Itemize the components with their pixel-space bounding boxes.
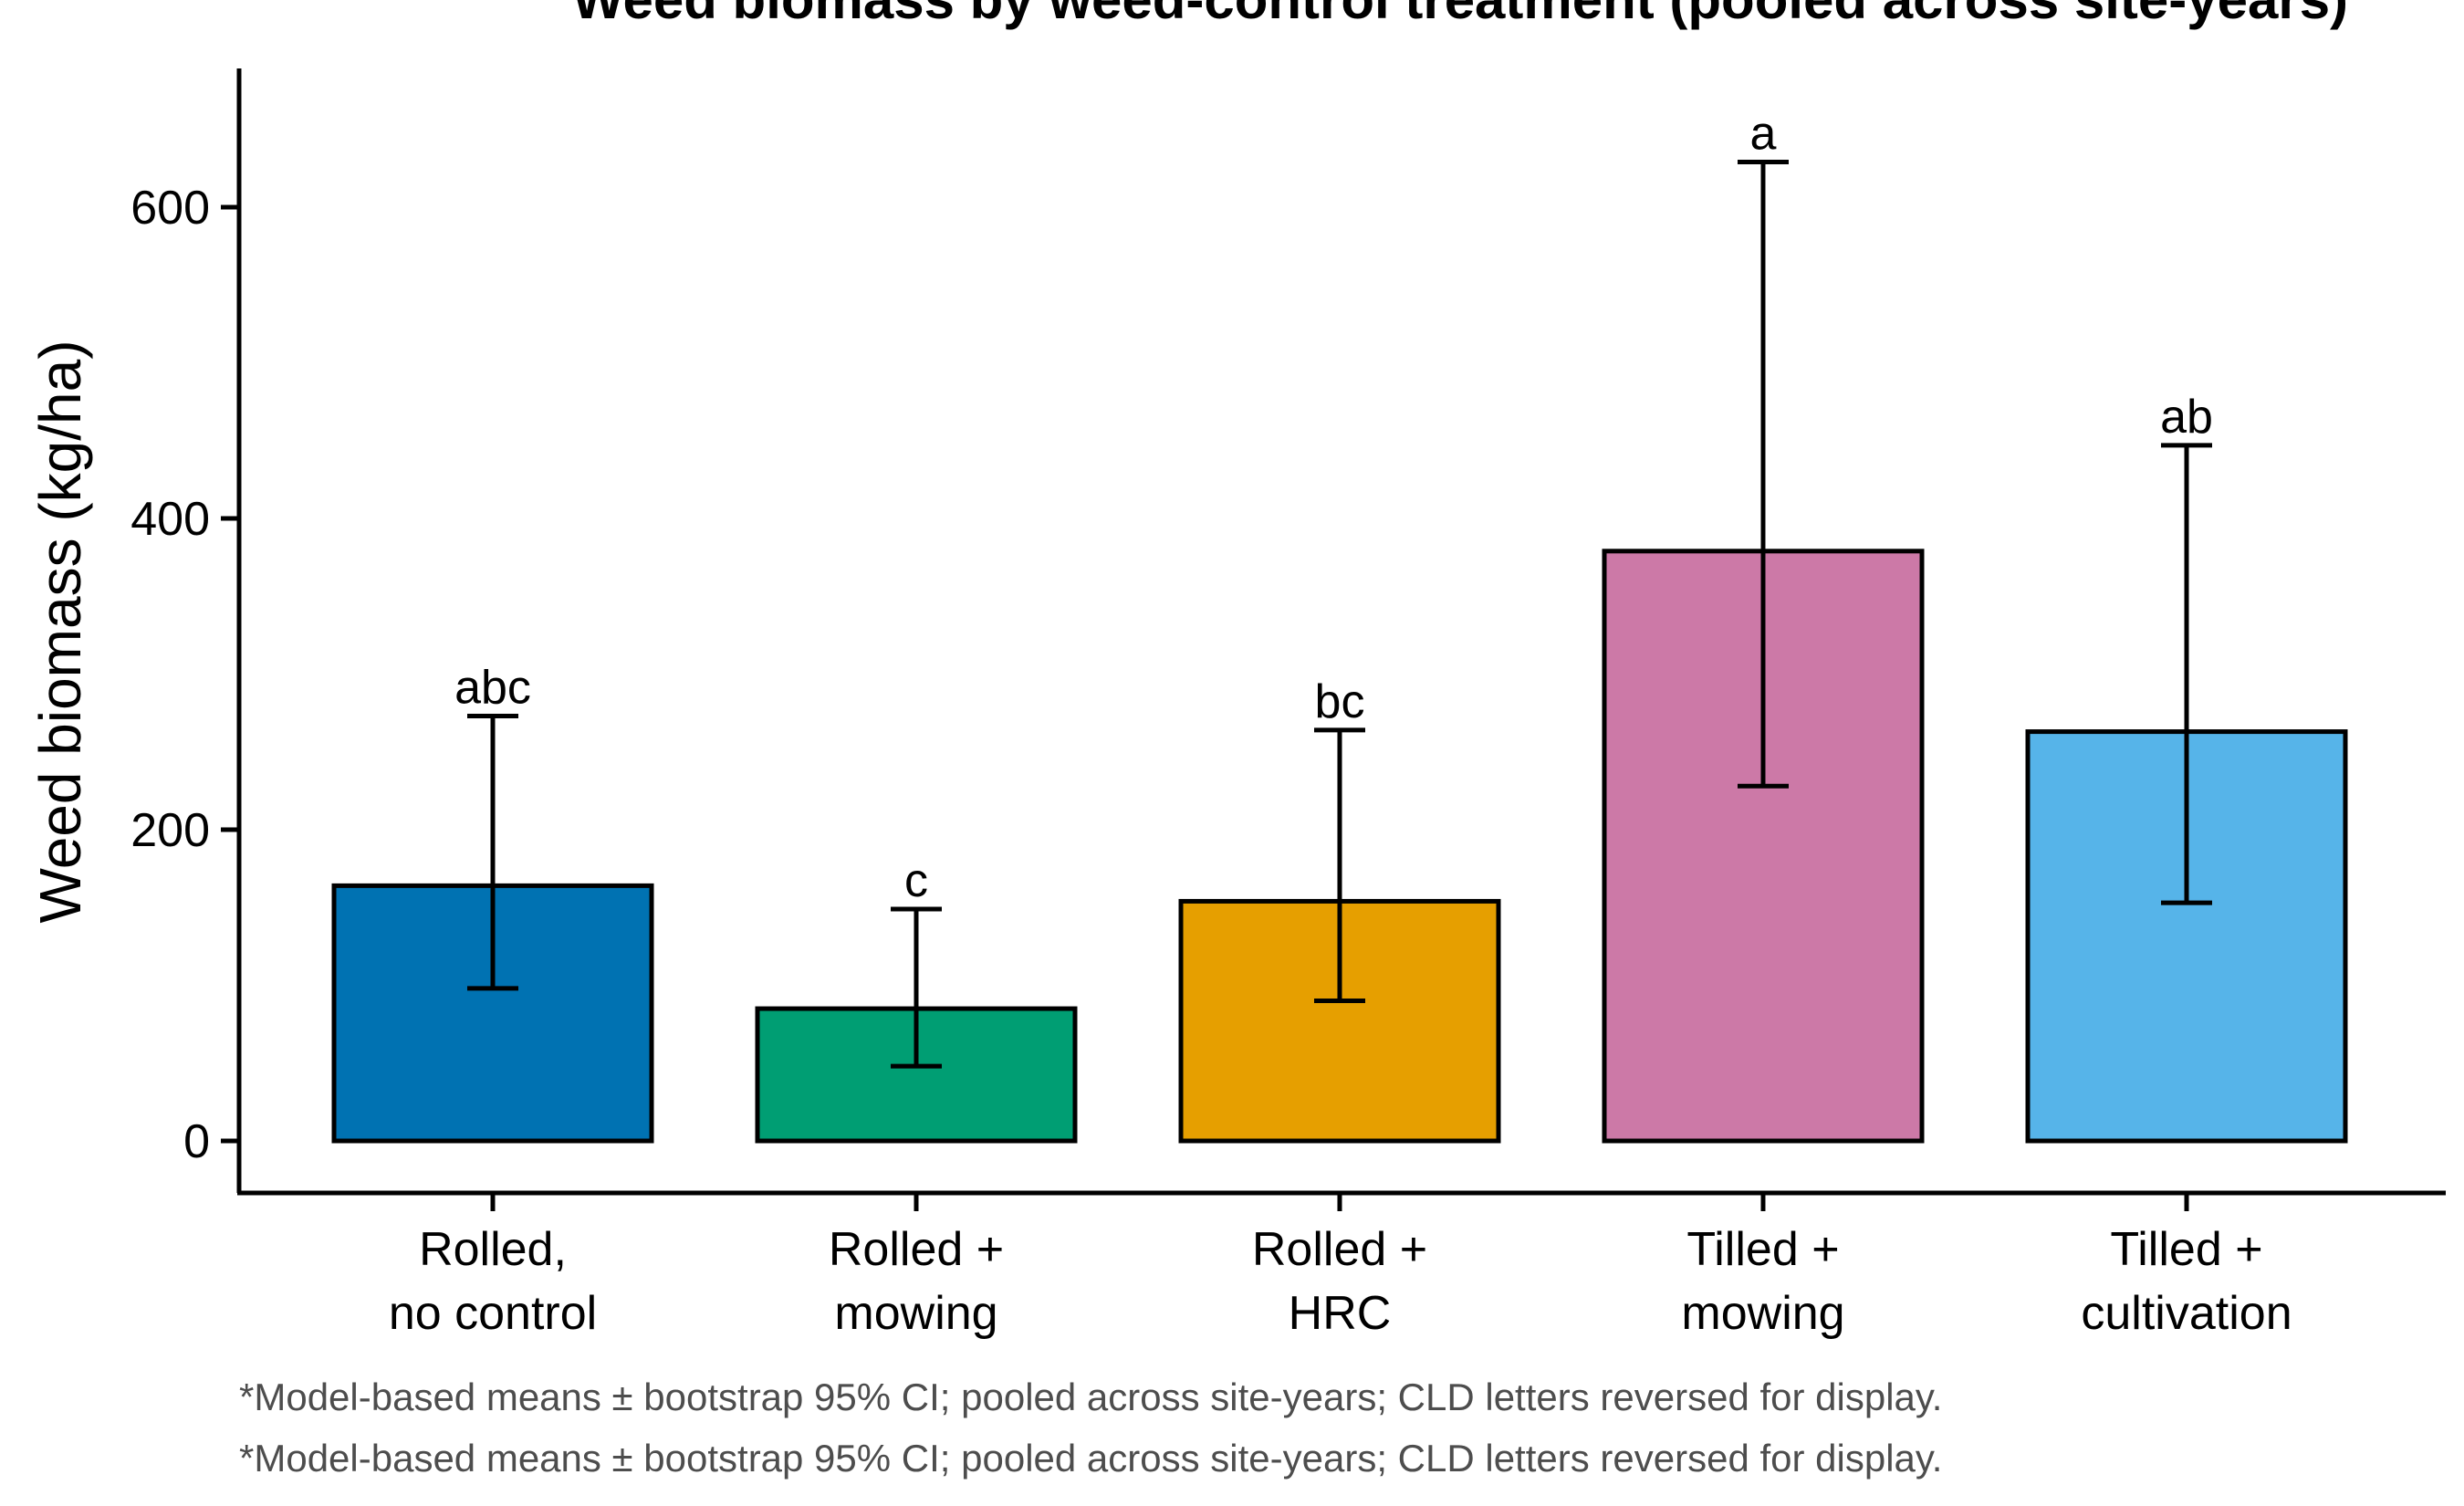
y-axis-label: Weed biomass (kg/ha)	[27, 340, 93, 923]
cld-letter-2: bc	[1315, 675, 1365, 728]
y-ticks-layer: 0 200 400 600	[131, 182, 239, 1168]
caption: *Model-based means ± bootstrap 95% CI; p…	[239, 1375, 1942, 1418]
cld-letter-0: abc	[454, 662, 531, 715]
errorbars-layer	[467, 160, 2212, 1069]
cld-letter-4: ab	[2160, 391, 2213, 444]
chart-title: Weed biomass by weed-control treatment (…	[572, 0, 2348, 30]
x-tick-label-3: Tilled + mowing	[1681, 1223, 1844, 1340]
caption-duplicate: *Model-based means ± bootstrap 95% CI; p…	[239, 1437, 1942, 1480]
y-tick-label-3: 600	[131, 182, 210, 235]
x-tick-label-4: Tilled + cultivation	[2081, 1223, 2292, 1340]
cld-letters-layer: abc c bc a ab	[454, 108, 2213, 907]
x-tick-label-1: Rolled + mowing	[829, 1223, 1004, 1340]
y-tick-label-0: 0	[183, 1115, 210, 1168]
x-tick-label-0: Rolled, no control	[389, 1223, 597, 1340]
y-tick-label-2: 400	[131, 493, 210, 546]
cld-letter-1: c	[904, 854, 928, 907]
cld-letter-3: a	[1750, 108, 1777, 161]
x-ticks-layer: Rolled, no control Rolled + mowing Rolled + H…	[389, 1193, 2292, 1340]
x-tick-label-2: Rolled + HRC	[1252, 1223, 1427, 1340]
y-tick-label-1: 200	[131, 804, 210, 857]
